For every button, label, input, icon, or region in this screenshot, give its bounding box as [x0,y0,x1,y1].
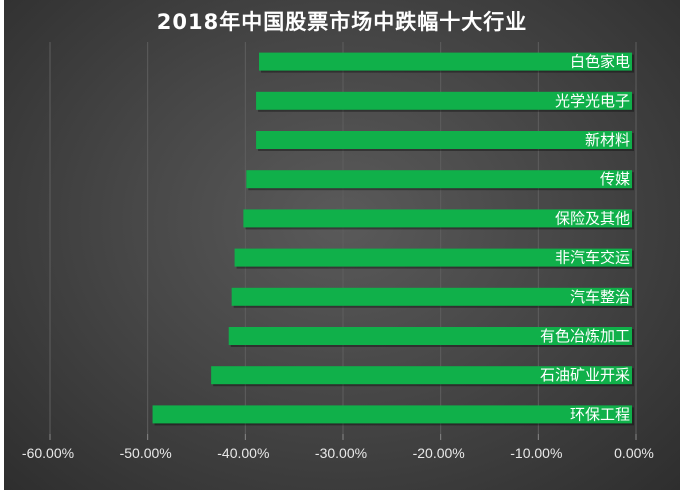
bar [234,248,632,267]
bar-label: 保险及其他 [555,209,630,227]
x-tick-label: -30.00% [315,445,367,461]
bar [231,287,632,306]
x-tick-label: -60.00% [22,445,74,461]
bar-label: 汽车整治 [570,288,630,306]
bar-label: 石油矿业开采 [540,366,630,384]
chart-title: 2018年中国股票市场中跌幅十大行业 [156,10,528,34]
bar-label: 有色冶炼加工 [540,327,630,345]
x-tick-label: -10.00% [510,445,562,461]
bar [152,405,633,424]
bar [256,131,632,149]
bar-label: 非汽车交运 [555,249,630,267]
x-tick-label: 0.00% [614,445,654,461]
bar [228,327,633,345]
x-tick-label: -50.00% [120,445,172,461]
bar [256,91,632,110]
x-tick-label: -40.00% [217,445,269,461]
bar-label: 光学光电子 [555,92,630,110]
bar-label: 环保工程 [570,405,630,423]
bar [243,209,632,228]
bar [246,170,632,189]
bar [259,52,632,71]
bar-label: 白色家电 [570,53,630,71]
bar-label: 新材料 [585,131,630,149]
x-tick-label: -20.00% [413,445,465,461]
bar-label: 传媒 [600,170,630,188]
bar [211,366,632,385]
